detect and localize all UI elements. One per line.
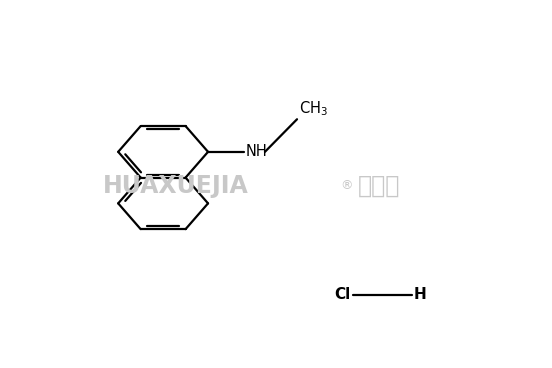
Text: Cl: Cl xyxy=(335,287,351,302)
Text: HUAXUEJIA: HUAXUEJIA xyxy=(103,174,249,198)
Text: NH: NH xyxy=(246,144,268,159)
Text: 化学加: 化学加 xyxy=(358,174,400,198)
Text: CH$_3$: CH$_3$ xyxy=(299,99,328,118)
Text: H: H xyxy=(413,287,426,302)
Text: ®: ® xyxy=(341,179,353,192)
